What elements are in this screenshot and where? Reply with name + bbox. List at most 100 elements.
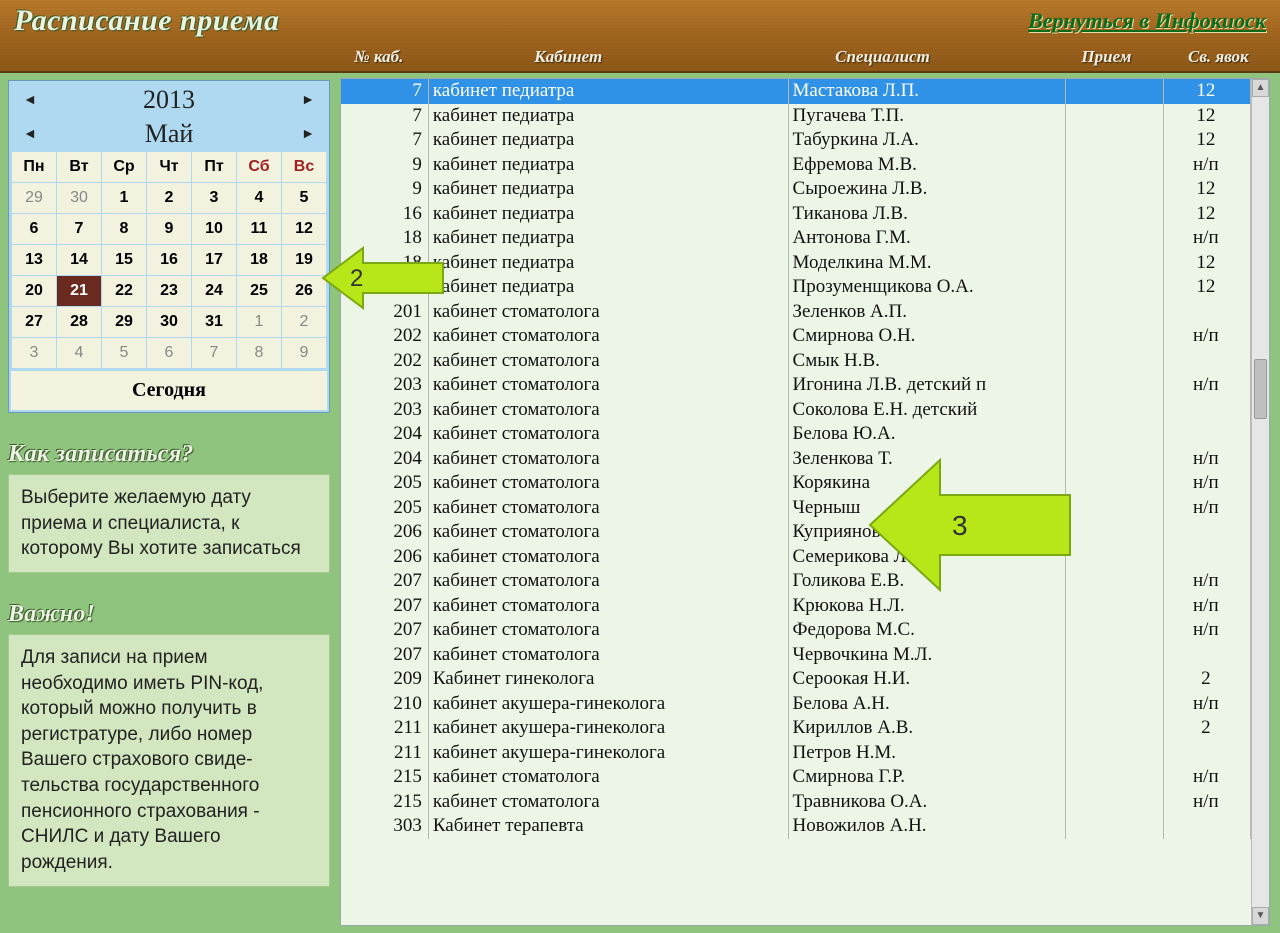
calendar-day[interactable]: 11 (237, 214, 282, 245)
table-row[interactable]: 211кабинет акушера-гинекологаКириллов А.… (341, 716, 1251, 741)
today-button[interactable]: Сегодня (11, 369, 327, 410)
calendar-day[interactable]: 20 (12, 276, 57, 307)
calendar-day[interactable]: 23 (147, 276, 192, 307)
calendar-day[interactable]: 2 (147, 183, 192, 214)
table-row[interactable]: 7кабинет педиатраПугачева Т.П.12 (341, 104, 1251, 129)
calendar-day[interactable]: 4 (237, 183, 282, 214)
vertical-scrollbar[interactable]: ▲ ▼ (1251, 79, 1269, 925)
calendar-day[interactable]: 7 (192, 338, 237, 369)
table-row[interactable]: 207кабинет стоматологаЧервочкина М.Л. (341, 643, 1251, 668)
table-row[interactable]: 207кабинет стоматологаКрюкова Н.Л.н/п (341, 594, 1251, 619)
calendar: ◄ ► 2013 ◄ ► Май ПнВтСрЧтПтСбВс 29301234… (8, 80, 330, 413)
cell-cab: кабинет стоматолога (428, 520, 788, 545)
calendar-day[interactable]: 1 (237, 307, 282, 338)
table-row[interactable]: 205кабинет стоматологаЧернышн/п (341, 496, 1251, 521)
table-row[interactable]: 18кабинет педиатраАнтонова Г.М.н/п (341, 226, 1251, 251)
calendar-day[interactable]: 24 (192, 276, 237, 307)
table-row[interactable]: 203кабинет стоматологаИгонина Л.В. детск… (341, 373, 1251, 398)
col-header-cab[interactable]: Кабинет (418, 47, 719, 67)
scroll-up-button[interactable]: ▲ (1252, 79, 1269, 97)
prev-year-button[interactable]: ◄ (15, 89, 45, 113)
calendar-day[interactable]: 12 (282, 214, 327, 245)
table-row[interactable]: 303Кабинет терапевтаНовожилов А.Н. (341, 814, 1251, 839)
calendar-day[interactable]: 4 (57, 338, 102, 369)
calendar-day[interactable]: 6 (12, 214, 57, 245)
annotation-arrow-2: 2 (318, 243, 448, 313)
table-row[interactable]: 207кабинет стоматологаГоликова Е.В.н/п (341, 569, 1251, 594)
cell-cab: кабинет стоматолога (428, 349, 788, 374)
table-row[interactable]: 203кабинет стоматологаСоколова Е.Н. детс… (341, 398, 1251, 423)
col-header-num[interactable]: № каб. (340, 47, 418, 67)
calendar-day[interactable]: 9 (147, 214, 192, 245)
calendar-day[interactable]: 13 (12, 245, 57, 276)
table-row[interactable]: 204кабинет стоматологаЗеленкова Т.н/п (341, 447, 1251, 472)
calendar-day[interactable]: 3 (192, 183, 237, 214)
table-row[interactable]: 9кабинет педиатраЕфремова М.В.н/п (341, 153, 1251, 178)
calendar-day[interactable]: 5 (282, 183, 327, 214)
scroll-thumb[interactable] (1254, 359, 1267, 419)
table-row[interactable]: 215кабинет стоматологаСмирнова Г.Р.н/п (341, 765, 1251, 790)
calendar-day[interactable]: 16 (147, 245, 192, 276)
calendar-day[interactable]: 21 (57, 276, 102, 307)
cell-cab: кабинет акушера-гинеколога (428, 692, 788, 717)
cell-cab: кабинет стоматолога (428, 373, 788, 398)
col-header-yav[interactable]: Св. явок (1167, 47, 1270, 67)
calendar-day[interactable]: 6 (147, 338, 192, 369)
calendar-day[interactable]: 9 (282, 338, 327, 369)
calendar-day[interactable]: 29 (102, 307, 147, 338)
table-row[interactable]: 209Кабинет гинекологаСероокая Н.И.2 (341, 667, 1251, 692)
table-row[interactable]: 211кабинет акушера-гинекологаПетров Н.М. (341, 741, 1251, 766)
calendar-day[interactable]: 31 (192, 307, 237, 338)
calendar-day[interactable]: 17 (192, 245, 237, 276)
table-row[interactable]: 207кабинет стоматологаФедорова М.С.н/п (341, 618, 1251, 643)
table-row[interactable]: 210кабинет акушера-гинекологаБелова А.Н.… (341, 692, 1251, 717)
calendar-day[interactable]: 29 (12, 183, 57, 214)
table-row[interactable]: 7кабинет педиатраМастакова Л.П.12 (341, 79, 1251, 104)
scroll-down-button[interactable]: ▼ (1252, 907, 1269, 925)
col-header-spec[interactable]: Специалист (719, 47, 1046, 67)
cell-num: 209 (341, 667, 428, 692)
table-row[interactable]: 215кабинет стоматологаТравникова О.А.н/п (341, 790, 1251, 815)
table-row[interactable]: 18кабинет педиатраПрозуменщикова О.А.12 (341, 275, 1251, 300)
cell-yav: 12 (1163, 177, 1250, 202)
calendar-day[interactable]: 30 (57, 183, 102, 214)
calendar-day[interactable]: 15 (102, 245, 147, 276)
calendar-day[interactable]: 3 (12, 338, 57, 369)
calendar-day[interactable]: 22 (102, 276, 147, 307)
table-row[interactable]: 202кабинет стоматологаСмирнова О.Н.н/п (341, 324, 1251, 349)
cell-pri (1066, 471, 1164, 496)
col-header-priem[interactable]: Прием (1046, 47, 1167, 67)
table-row[interactable]: 204кабинет стоматологаБелова Ю.А. (341, 422, 1251, 447)
table-row[interactable]: 16кабинет педиатраТиканова Л.В.12 (341, 202, 1251, 227)
cell-cab: кабинет акушера-гинеколога (428, 741, 788, 766)
calendar-day[interactable]: 27 (12, 307, 57, 338)
calendar-dow: Пт (192, 152, 237, 183)
prev-month-button[interactable]: ◄ (15, 123, 45, 147)
table-row[interactable]: 205кабинет стоматологаКорякинан/п (341, 471, 1251, 496)
table-row[interactable]: 201кабинет стоматологаЗеленков А.П. (341, 300, 1251, 325)
calendar-day[interactable]: 14 (57, 245, 102, 276)
calendar-day[interactable]: 1 (102, 183, 147, 214)
cell-num: 203 (341, 373, 428, 398)
table-row[interactable]: 18кабинет педиатраМоделкина М.М.12 (341, 251, 1251, 276)
back-link[interactable]: Вернуться в Инфокиоск (1028, 8, 1266, 34)
calendar-day[interactable]: 30 (147, 307, 192, 338)
cell-pri (1066, 814, 1164, 839)
calendar-day[interactable]: 18 (237, 245, 282, 276)
table-row[interactable]: 7кабинет педиатраТабуркина Л.А.12 (341, 128, 1251, 153)
calendar-day[interactable]: 25 (237, 276, 282, 307)
cell-spec: Прозуменщикова О.А. (788, 275, 1065, 300)
calendar-day[interactable]: 10 (192, 214, 237, 245)
table-row[interactable]: 206кабинет стоматологаКуприянова (341, 520, 1251, 545)
calendar-day[interactable]: 8 (102, 214, 147, 245)
next-month-button[interactable]: ► (293, 123, 323, 147)
calendar-day[interactable]: 5 (102, 338, 147, 369)
next-year-button[interactable]: ► (293, 89, 323, 113)
table-row[interactable]: 9кабинет педиатраСыроежина Л.В.12 (341, 177, 1251, 202)
calendar-day[interactable]: 8 (237, 338, 282, 369)
table-row[interactable]: 206кабинет стоматологаСемерикова Л.А. (341, 545, 1251, 570)
calendar-day[interactable]: 7 (57, 214, 102, 245)
cell-pri (1066, 741, 1164, 766)
table-row[interactable]: 202кабинет стоматологаСмык Н.В. (341, 349, 1251, 374)
calendar-day[interactable]: 28 (57, 307, 102, 338)
